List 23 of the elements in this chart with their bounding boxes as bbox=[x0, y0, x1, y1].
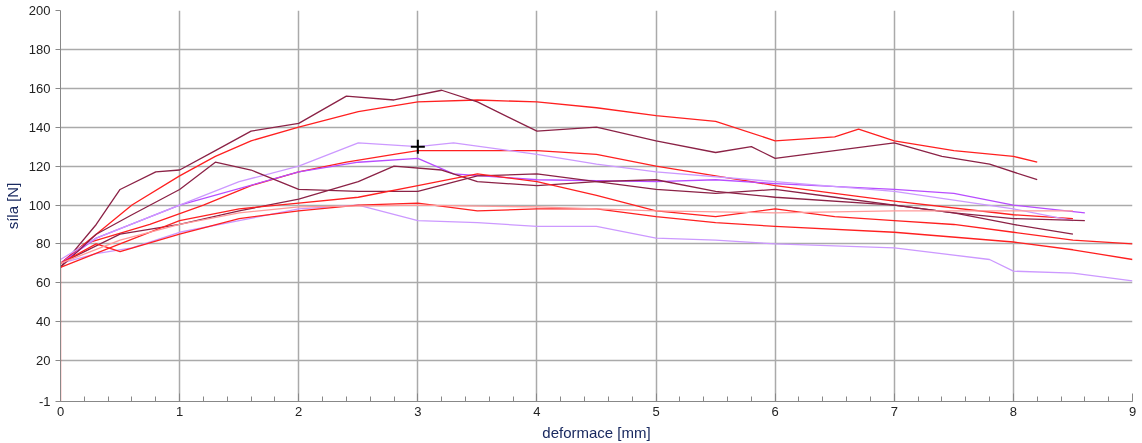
x-tick-label: 0 bbox=[56, 403, 65, 419]
y-tick-label: 180 bbox=[28, 41, 51, 57]
y-tick-label: 40 bbox=[36, 314, 51, 330]
x-tick-label: 1 bbox=[176, 403, 184, 419]
x-tick-label: 4 bbox=[533, 403, 541, 419]
y-tick-label: 140 bbox=[28, 119, 51, 135]
x-tick-label: 6 bbox=[771, 403, 779, 419]
x-tick-label: 3 bbox=[414, 403, 422, 419]
y-axis-title: síla [N] bbox=[3, 182, 21, 230]
x-tick-label: 7 bbox=[890, 403, 898, 419]
x-tick-label: 2 bbox=[295, 403, 303, 419]
y-tick-label: 20 bbox=[36, 353, 51, 369]
y-tick-label: -1 bbox=[38, 394, 51, 409]
x-tick-label: 8 bbox=[1009, 403, 1018, 419]
y-tick-label: 60 bbox=[36, 275, 51, 291]
x-tick-label: 5 bbox=[652, 403, 660, 419]
y-tick-label: 120 bbox=[28, 158, 51, 174]
y-tick-label: 160 bbox=[28, 80, 51, 96]
x-axis-title: deformace [mm] bbox=[542, 423, 651, 441]
x-tick-label: 9 bbox=[1128, 403, 1137, 419]
y-tick-label: 200 bbox=[28, 3, 51, 18]
y-tick-label: 80 bbox=[36, 236, 51, 252]
y-tick-label: 100 bbox=[28, 197, 51, 213]
